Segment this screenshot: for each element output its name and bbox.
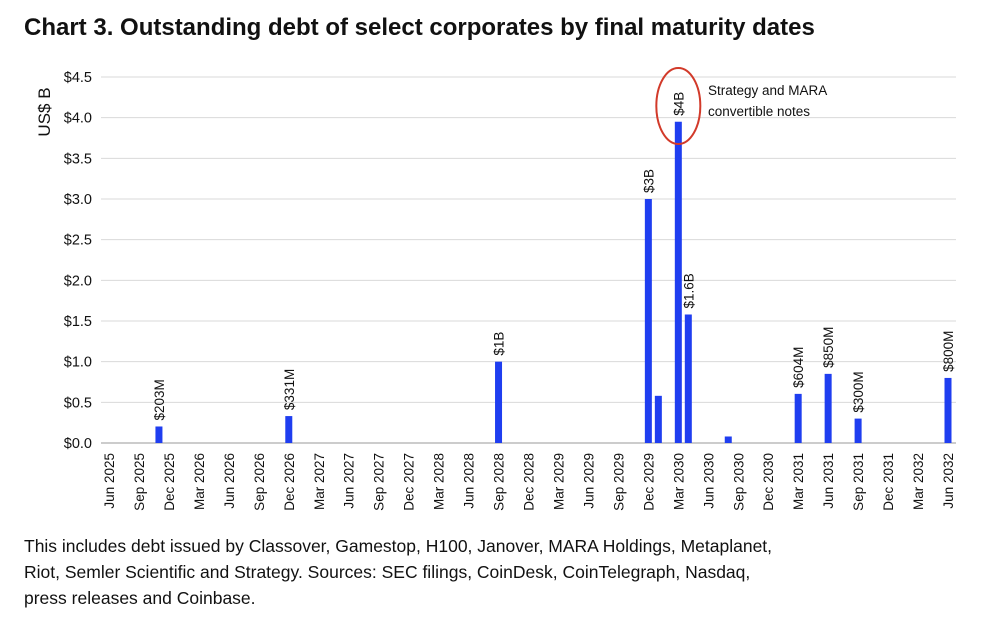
bar-data-label: $604M <box>791 347 806 388</box>
x-tick-label: Dec 2026 <box>282 453 297 511</box>
bar-data-label: $800M <box>941 331 956 372</box>
annotation-line-1: Strategy and MARA <box>708 83 827 98</box>
bar-data-label: $3B <box>641 169 656 193</box>
bar <box>944 377 952 443</box>
y-axis-label: US$ B <box>35 87 54 136</box>
x-tick-label: Sep 2025 <box>132 453 147 511</box>
annotation-line-2: convertible notes <box>708 104 810 119</box>
x-tick-label: Jun 2030 <box>701 453 716 509</box>
x-tick-label: Jun 2029 <box>581 453 596 509</box>
x-axis-ticks: Jun 2025 Sep 2025 Dec 2025 Mar 2026 Jun 2026… <box>102 453 956 511</box>
y-tick-label: $1.0 <box>64 355 92 371</box>
bar-data-label: $331M <box>282 369 297 410</box>
y-tick-label: $0.5 <box>64 395 92 411</box>
x-tick-label: Sep 2026 <box>252 453 267 511</box>
y-tick-label: $4.5 <box>64 70 92 86</box>
bar-data-label: $1.6B <box>681 273 696 308</box>
gridlines <box>101 76 956 444</box>
x-tick-label: Mar 2030 <box>671 453 686 510</box>
x-tick-label: Mar 2032 <box>911 453 926 510</box>
x-tick-label: Dec 2028 <box>522 453 537 511</box>
y-tick-label: $2.0 <box>64 273 92 289</box>
x-tick-label: Sep 2031 <box>851 453 866 511</box>
x-tick-label: Sep 2030 <box>731 453 746 511</box>
bar <box>724 436 732 443</box>
y-tick-label: $1.5 <box>64 314 92 330</box>
y-tick-label: $4.0 <box>64 111 92 127</box>
x-tick-label: Dec 2031 <box>881 453 896 511</box>
x-tick-label: Dec 2025 <box>162 453 177 511</box>
caption-line-2: Riot, Semler Scientific and Strategy. So… <box>24 562 751 582</box>
chart-title: Chart 3. Outstanding debt of select corp… <box>24 14 815 41</box>
bar-data-label: $300M <box>851 371 866 412</box>
bar-data-labels: $203M $331M $1B $3B $4B $1.6B $604M $850M $300M $… <box>152 92 956 421</box>
x-tick-label: Jun 2028 <box>462 453 477 509</box>
x-tick-label: Mar 2031 <box>791 453 806 510</box>
x-tick-label: Dec 2030 <box>761 453 776 511</box>
bar <box>824 373 832 443</box>
bar-chart: $0.0 $0.5 $1.0 $1.5 $2.0 $2.5 $3.0 $3.5 $4.0 $4.5… <box>35 67 956 511</box>
x-tick-label: Mar 2026 <box>192 453 207 510</box>
bar <box>794 393 802 443</box>
x-tick-label: Mar 2028 <box>432 453 447 510</box>
y-tick-label: $2.5 <box>64 233 92 249</box>
x-tick-label: Jun 2025 <box>102 453 117 509</box>
bar <box>644 199 652 443</box>
bar <box>674 121 682 443</box>
x-tick-label: Mar 2027 <box>312 453 327 510</box>
x-tick-label: Jun 2031 <box>821 453 836 509</box>
x-tick-label: Jun 2027 <box>342 453 357 509</box>
bar <box>285 416 293 443</box>
x-tick-label: Sep 2028 <box>492 453 507 511</box>
highlight-circle <box>655 67 702 145</box>
bar-data-label: $1B <box>492 332 507 356</box>
caption-line-1: This includes debt issued by Classover, … <box>24 536 773 556</box>
x-tick-label: Dec 2027 <box>402 453 417 511</box>
caption-line-3: press releases and Coinbase. <box>24 588 256 608</box>
bar <box>854 418 862 443</box>
bar <box>654 395 662 443</box>
y-tick-label: $3.0 <box>64 192 92 208</box>
y-tick-label: $0.0 <box>64 436 92 452</box>
bar <box>495 361 503 443</box>
bar-data-label: $850M <box>821 327 836 368</box>
y-tick-label: $3.5 <box>64 151 92 167</box>
x-tick-label: Dec 2029 <box>641 453 656 511</box>
y-axis-ticks: $0.0 $0.5 $1.0 $1.5 $2.0 $2.5 $3.0 $3.5 $4.0 $4.5 <box>64 70 92 452</box>
bar-data-label: $203M <box>152 379 167 420</box>
bar <box>155 426 163 443</box>
chart-caption: This includes debt issued by Classover, … <box>24 533 964 611</box>
bar-data-label: $4B <box>671 92 686 116</box>
bar <box>684 314 692 443</box>
x-tick-label: Jun 2032 <box>941 453 956 509</box>
bars <box>155 121 952 443</box>
x-tick-label: Jun 2026 <box>222 453 237 509</box>
x-tick-label: Sep 2029 <box>611 453 626 511</box>
x-tick-label: Mar 2029 <box>551 453 566 510</box>
x-tick-label: Sep 2027 <box>372 453 387 511</box>
